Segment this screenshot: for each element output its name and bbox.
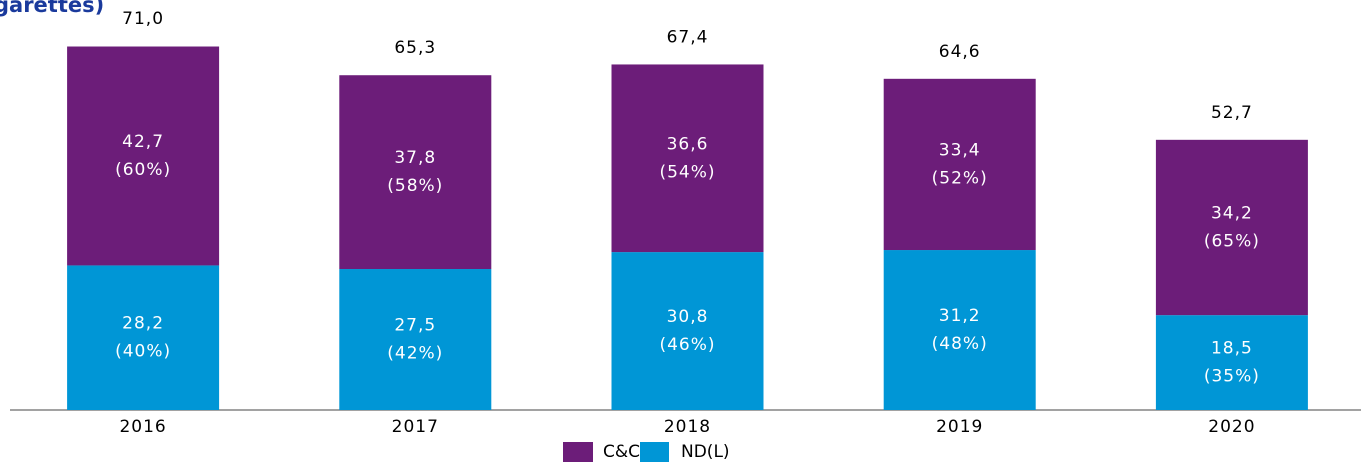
x-tick-label: 2016 xyxy=(119,417,166,437)
share-label: (42%) xyxy=(387,344,443,364)
bar-segment xyxy=(611,64,764,253)
share-label: (48%) xyxy=(932,334,988,354)
total-label: 71,0 xyxy=(122,9,164,29)
bar-segment xyxy=(1155,139,1308,316)
value-label: 33,4 xyxy=(939,140,981,160)
chart-title: garettes) xyxy=(0,0,104,17)
share-label: (46%) xyxy=(659,335,715,355)
bar-segment xyxy=(67,46,220,266)
bar-segment xyxy=(883,78,1036,251)
total-label: 65,3 xyxy=(394,38,436,58)
bar-segment xyxy=(67,265,220,410)
total-label: 64,6 xyxy=(939,42,981,62)
value-label: 18,5 xyxy=(1211,339,1253,359)
share-label: (60%) xyxy=(115,160,171,180)
value-label: 34,2 xyxy=(1211,203,1253,223)
bar-segment xyxy=(611,252,764,410)
x-tick-label: 2018 xyxy=(664,417,711,437)
share-label: (40%) xyxy=(115,342,171,362)
x-tick-label: 2020 xyxy=(1208,417,1255,437)
total-label: 52,7 xyxy=(1211,103,1253,123)
share-label: (58%) xyxy=(387,176,443,196)
share-label: (35%) xyxy=(1204,367,1260,387)
bar-segment xyxy=(339,75,492,270)
bar-segment xyxy=(339,269,492,410)
value-label: 30,8 xyxy=(667,307,709,327)
value-label: 42,7 xyxy=(122,132,164,152)
legend-swatch xyxy=(563,442,593,462)
value-label: 36,6 xyxy=(667,134,709,154)
x-tick-label: 2017 xyxy=(392,417,439,437)
share-label: (52%) xyxy=(932,168,988,188)
value-label: 27,5 xyxy=(394,316,436,336)
value-label: 28,2 xyxy=(122,314,164,334)
total-label: 67,4 xyxy=(667,27,709,47)
bar-segment xyxy=(883,250,1036,410)
legend-swatch xyxy=(640,442,669,462)
bar-segment xyxy=(1155,315,1308,410)
legend-label: ND(L) xyxy=(681,442,730,462)
legend-label: C&C xyxy=(603,442,640,462)
value-label: 37,8 xyxy=(394,148,436,168)
share-label: (54%) xyxy=(659,162,715,182)
x-tick-label: 2019 xyxy=(936,417,983,437)
value-label: 31,2 xyxy=(939,306,981,326)
share-label: (65%) xyxy=(1204,231,1260,251)
